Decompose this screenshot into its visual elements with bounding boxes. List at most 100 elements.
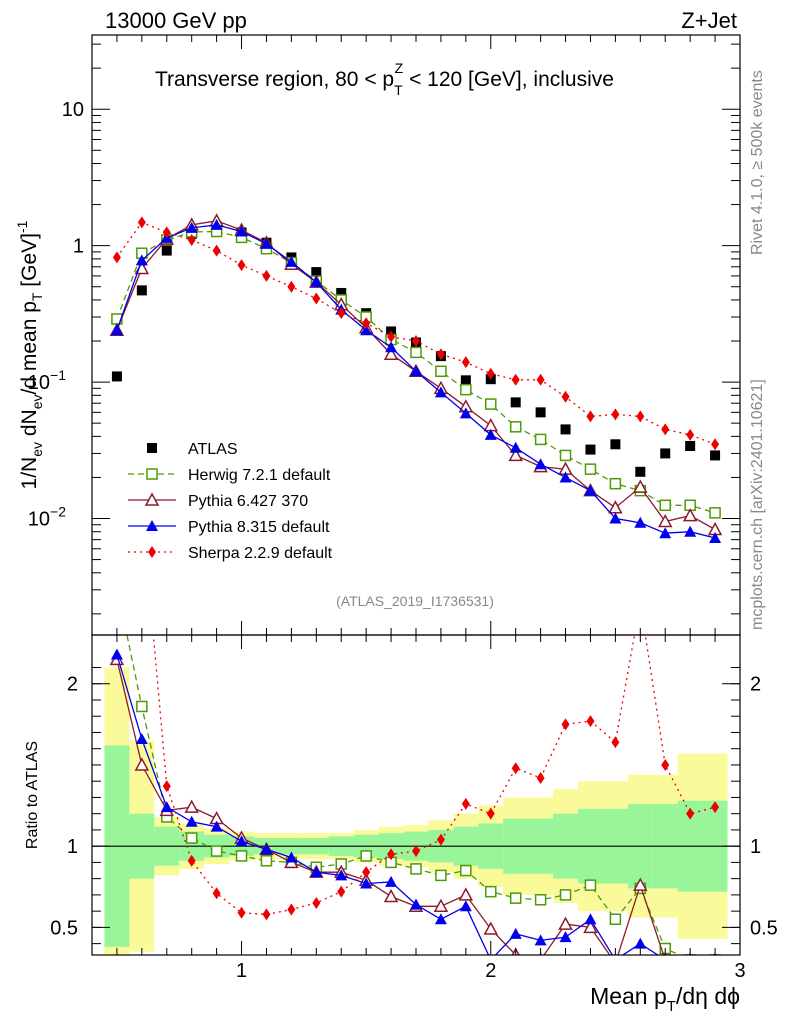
- main-point-herwig: [435, 365, 447, 378]
- ratio-point-pythia8: [260, 843, 273, 855]
- ratio-point-sherpa: [287, 903, 296, 916]
- main-point-herwig: [485, 398, 497, 410]
- ratio-point-herwig: [435, 869, 447, 882]
- ratio-point-herwig: [185, 832, 198, 844]
- main-point-sherpa: [287, 280, 296, 293]
- main-point-pythia8: [260, 237, 273, 249]
- legend-label-herwig: Herwig 7.2.1 default: [188, 467, 331, 484]
- ratio-point-sherpa: [262, 908, 271, 921]
- main-point-pythia8: [584, 484, 597, 496]
- x-axis-label: Mean pT/dη dϕ: [590, 983, 740, 1015]
- ratio-point-pythia8: [360, 877, 373, 889]
- ratio-panel: 0.5 0.5 1 1 2 2 1 2 3 Ratio to ATLAS Mean pT/dη …: [24, 499, 778, 1015]
- main-line-pythia8: [116, 224, 716, 539]
- main-point-sherpa: [137, 216, 146, 229]
- ratio-point-sherpa: [412, 845, 420, 858]
- ratio-point-pythia8: [310, 866, 323, 878]
- main-point-pythia8: [210, 218, 223, 230]
- ratio-point-pythia8: [534, 934, 547, 946]
- ratio-point-pythia8: [185, 815, 198, 827]
- source-label: mcplots.cern.ch [arXiv:2401.10621]: [749, 379, 766, 630]
- ratio-point-sherpa: [686, 807, 695, 820]
- ratio-point-sherpa: [312, 897, 321, 910]
- ratio-point-pythia6: [558, 916, 573, 930]
- main-point-atlas: [336, 287, 347, 298]
- main-point-herwig: [559, 449, 572, 462]
- main-point-atlas: [460, 375, 471, 386]
- main-point-pythia8: [634, 516, 647, 528]
- y-tick-label: 10−2: [28, 504, 66, 531]
- ratio-point-herwig: [112, 581, 122, 591]
- ratio-point-pythia8: [434, 913, 447, 925]
- ratio-point-herwig: [260, 855, 273, 867]
- title-subscript: T: [394, 82, 403, 98]
- ratio-point-pythia8: [459, 900, 472, 912]
- ratio-point-sherpa: [511, 762, 520, 775]
- ratio-point-pythia6: [633, 877, 648, 891]
- ratio-point-sherpa: [337, 885, 346, 898]
- main-point-sherpa: [362, 317, 371, 330]
- legend-marker-atlas: [147, 443, 157, 453]
- main-point-sherpa: [262, 269, 271, 282]
- ratio-point-sherpa: [486, 807, 495, 820]
- y-tick-label: 10: [62, 99, 84, 121]
- main-line-sherpa: [116, 221, 716, 445]
- legend-label-pythia8: Pythia 8.315 default: [188, 519, 330, 536]
- main-point-sherpa: [187, 234, 196, 247]
- ratio-point-pythia8: [410, 898, 422, 910]
- ratio-point-herwig: [410, 863, 422, 875]
- ratio-point-sherpa: [162, 780, 171, 793]
- main-y-axis-label: 1/Nev dNev/d mean pT [GeV]-1: [14, 220, 45, 489]
- main-point-atlas: [111, 371, 122, 382]
- main-point-sherpa: [436, 348, 445, 361]
- main-point-atlas: [560, 424, 571, 435]
- title-suffix: < 120 [GeV], inclusive: [403, 68, 614, 91]
- main-point-atlas: [535, 407, 546, 418]
- main-point-pythia6: [633, 479, 648, 493]
- main-point-herwig: [410, 346, 422, 359]
- main-point-pythia8: [434, 386, 447, 398]
- ratio-point-pythia6: [483, 921, 499, 935]
- ratio-point-sherpa: [138, 499, 146, 511]
- ratio-point-herwig: [559, 889, 572, 901]
- main-point-atlas: [136, 285, 147, 296]
- x-tick-label: 1: [236, 960, 247, 982]
- main-point-sherpa: [212, 244, 221, 257]
- main-point-atlas: [685, 441, 696, 452]
- ratio-point-pythia6: [184, 799, 199, 813]
- main-point-pythia8: [285, 255, 298, 267]
- ratio-point-herwig: [509, 892, 522, 904]
- ratio-point-pythia8: [160, 801, 173, 813]
- main-point-pythia8: [459, 407, 472, 419]
- main-point-herwig: [709, 507, 721, 519]
- ratio-point-pythia8: [385, 875, 398, 887]
- ratio-point-sherpa: [536, 771, 545, 784]
- main-point-pythia8: [185, 221, 198, 233]
- main-point-sherpa: [561, 390, 570, 403]
- main-point-pythia8: [559, 471, 572, 483]
- main-point-herwig: [460, 383, 472, 396]
- ratio-y-tick-label: 0.5: [50, 917, 78, 939]
- ratio-y-tick-label: 2: [67, 674, 78, 696]
- ratio-point-herwig: [460, 864, 472, 877]
- legend-marker-herwig: [146, 468, 158, 480]
- ratio-point-pythia8: [634, 937, 647, 949]
- ratio-series-layer: [109, 499, 721, 955]
- ratio-point-pythia8: [210, 820, 223, 832]
- main-point-atlas: [161, 245, 172, 256]
- main-point-sherpa: [711, 438, 720, 451]
- main-point-pythia6: [682, 508, 698, 522]
- ratio-y-tick-label-right: 2: [750, 674, 761, 696]
- main-point-atlas: [635, 466, 646, 477]
- main-series-layer: [109, 213, 723, 543]
- main-point-pythia6: [657, 513, 673, 528]
- ratio-point-pythia6: [583, 919, 598, 934]
- main-point-sherpa: [461, 356, 470, 369]
- ratio-axis-ticks: 0.5 0.5 1 1 2 2 1 2 3: [50, 635, 778, 982]
- energy-label: 13000 GeV pp: [105, 8, 247, 33]
- ratio-point-herwig: [709, 954, 721, 955]
- main-point-pythia8: [360, 324, 373, 336]
- main-point-pythia8: [135, 254, 148, 266]
- y-tick-label: 10−1: [28, 367, 66, 394]
- main-point-pythia8: [385, 341, 398, 353]
